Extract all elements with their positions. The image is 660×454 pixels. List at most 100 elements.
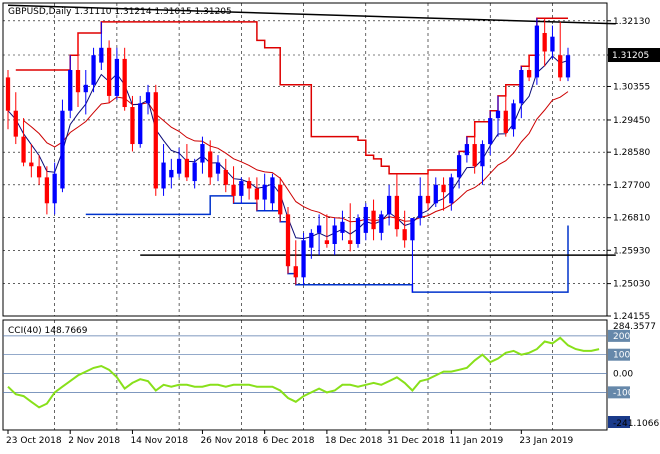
price-tick-label: 1.30355 bbox=[613, 82, 650, 92]
candle-body bbox=[324, 240, 330, 244]
candle-body bbox=[130, 107, 135, 145]
candle-body bbox=[425, 195, 431, 204]
current-price-tag bbox=[608, 48, 660, 63]
candle-body bbox=[542, 32, 547, 52]
cci-line bbox=[7, 336, 600, 409]
cci-title-label: CCI(40) 148.7669 bbox=[8, 326, 88, 336]
date-tick-label: 26 Nov 2018 bbox=[200, 436, 258, 446]
candle-body bbox=[68, 70, 73, 111]
candle-body bbox=[449, 177, 454, 204]
price-tick-label: 1.25930 bbox=[613, 246, 650, 256]
candle-body bbox=[495, 110, 501, 119]
candle-body bbox=[456, 155, 462, 178]
trendline-1 bbox=[7, 4, 616, 25]
date-tick-label: 18 Dec 2018 bbox=[325, 436, 383, 446]
candle-body bbox=[534, 25, 540, 78]
candle-body bbox=[340, 221, 345, 233]
candle-body bbox=[565, 55, 571, 78]
candle-body bbox=[169, 169, 174, 178]
candle-body bbox=[270, 177, 275, 204]
price-tick-label: 1.25030 bbox=[613, 280, 650, 290]
candle-body bbox=[60, 110, 65, 189]
cci-tick-label: -100 bbox=[613, 388, 634, 398]
date-tick-label: 23 Jan 2019 bbox=[519, 436, 573, 446]
cci-tick-label: 284.3577 bbox=[613, 322, 656, 332]
candle-body bbox=[13, 110, 18, 137]
candle-body bbox=[138, 103, 143, 145]
cci-pane[interactable] bbox=[2, 319, 608, 431]
candle-body bbox=[161, 162, 166, 189]
candle-body bbox=[418, 195, 423, 219]
candle-body bbox=[75, 70, 81, 93]
candle-body bbox=[464, 144, 470, 156]
candle-body bbox=[526, 70, 532, 78]
candle-body bbox=[285, 214, 291, 267]
candle-body bbox=[441, 184, 446, 193]
candle-body bbox=[29, 162, 34, 167]
candle-body bbox=[83, 84, 88, 93]
candle-body bbox=[254, 188, 260, 200]
candle-body bbox=[223, 169, 228, 185]
candle-body bbox=[91, 55, 96, 85]
candle-body bbox=[192, 162, 197, 182]
candle-body bbox=[176, 158, 182, 174]
candle-body bbox=[472, 144, 477, 167]
candle-body bbox=[106, 47, 112, 96]
candle-body bbox=[36, 166, 42, 178]
candle-body bbox=[153, 92, 158, 189]
cci-tick-label: 0.00 bbox=[613, 370, 633, 380]
candle-body bbox=[114, 58, 120, 96]
price-tick-label: 1.28580 bbox=[613, 148, 650, 158]
price-tick-label: 1.27700 bbox=[613, 181, 650, 191]
candle-body bbox=[99, 47, 104, 63]
price-tick-label: 1.24155 bbox=[613, 312, 650, 322]
date-tick-label: 31 Dec 2018 bbox=[387, 436, 445, 446]
price-tick-label: 1.32130 bbox=[613, 17, 650, 27]
candle-body bbox=[5, 77, 11, 111]
candle-body bbox=[215, 162, 221, 174]
cci-bottom-label: -241.1066 bbox=[613, 419, 659, 429]
candle-body bbox=[348, 240, 353, 244]
candle-body bbox=[301, 240, 306, 278]
candle-body bbox=[410, 218, 415, 241]
candle-body bbox=[208, 151, 213, 178]
candle-body bbox=[550, 36, 555, 52]
cci-bottom-tag bbox=[608, 416, 630, 428]
cci-level-tag bbox=[608, 329, 630, 342]
price-tick-label: 1.29450 bbox=[613, 116, 650, 126]
candle-body bbox=[21, 136, 26, 163]
candle-body bbox=[246, 181, 252, 189]
candle-body bbox=[278, 184, 283, 215]
date-tick-label: 11 Jan 2019 bbox=[449, 436, 503, 446]
candle-body bbox=[386, 195, 392, 215]
cci-tick-label: 100 bbox=[613, 351, 630, 361]
candle-body bbox=[558, 55, 563, 78]
candle-body bbox=[332, 225, 337, 244]
candle-body bbox=[293, 266, 298, 278]
current-price-label: 1.31205 bbox=[612, 51, 649, 61]
lower-channel-line bbox=[85, 195, 569, 293]
candle-body bbox=[394, 195, 400, 230]
candle-body bbox=[44, 177, 50, 204]
candle-body bbox=[145, 92, 151, 104]
cci-level-tag bbox=[608, 348, 630, 361]
candle-body bbox=[231, 184, 236, 196]
chart-header-label: GBPUSD,Daily 1.31110 1.31214 1.31015 1.3… bbox=[8, 7, 232, 17]
candle-body bbox=[519, 70, 524, 104]
candle-body bbox=[239, 181, 244, 196]
candle-body bbox=[122, 58, 127, 108]
candle-body bbox=[355, 218, 361, 244]
candle-body bbox=[488, 118, 493, 145]
candle-body bbox=[184, 158, 190, 178]
candle-body bbox=[433, 184, 438, 204]
candle-body bbox=[511, 103, 516, 130]
candle-body bbox=[480, 144, 485, 167]
candle-body bbox=[363, 206, 368, 233]
candle-body bbox=[316, 225, 322, 233]
date-axis: 23 Oct 2018 2 Nov 2018 14 Nov 2018 26 Nov 2… bbox=[6, 430, 574, 446]
cci-level-tag bbox=[608, 386, 630, 399]
candle-body bbox=[503, 110, 508, 133]
